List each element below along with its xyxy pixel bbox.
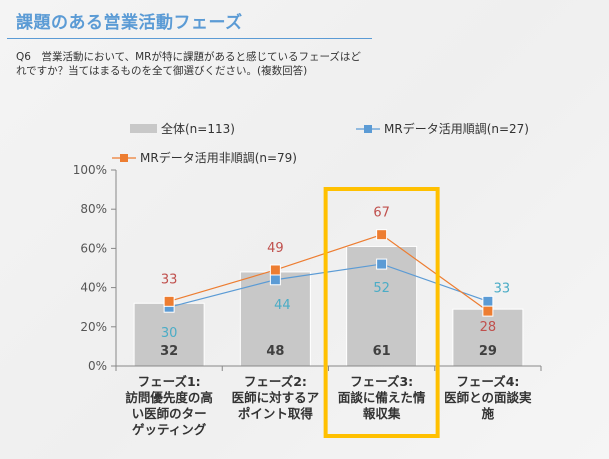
question-text: Q6 営業活動において、MRが特に課題があると感じているフェーズはどれですか？当… bbox=[16, 51, 361, 77]
series-line-good bbox=[168, 263, 489, 308]
y-tick-label: 0% bbox=[88, 359, 107, 373]
category-label: 訪問優先度の高 bbox=[125, 390, 213, 405]
category-label: フェーズ3: bbox=[350, 374, 413, 389]
good-value-label: 30 bbox=[161, 326, 178, 341]
category-label: 施 bbox=[482, 406, 495, 421]
legend-marker-good bbox=[364, 125, 372, 133]
category-label: フェーズ1: bbox=[138, 374, 201, 389]
legend-label-total: 全体(n=113) bbox=[161, 121, 235, 136]
category-label: 医師との面談実 bbox=[444, 390, 532, 405]
legend-label-bad: MRデータ活用非順調(n=79) bbox=[140, 150, 297, 165]
series-marker bbox=[376, 229, 388, 241]
good-value-label: 33 bbox=[494, 281, 511, 296]
series-marker bbox=[163, 295, 175, 307]
bad-value-label: 49 bbox=[267, 241, 284, 256]
category-label: 医師に対するア bbox=[232, 390, 320, 405]
y-tick-label: 40% bbox=[80, 281, 107, 295]
legend-marker-bad bbox=[120, 154, 128, 162]
series-marker bbox=[482, 295, 494, 307]
page-title: 課題のある営業活動フェーズ bbox=[16, 13, 243, 33]
y-tick-label: 100% bbox=[73, 163, 107, 177]
bar bbox=[452, 308, 524, 367]
bad-value-label: 33 bbox=[161, 272, 178, 287]
category-label: ポイント取得 bbox=[238, 406, 314, 421]
series-marker bbox=[482, 305, 494, 317]
bar-value-label: 48 bbox=[266, 344, 284, 359]
y-tick-label: 60% bbox=[80, 241, 107, 255]
category-label: 報収集 bbox=[363, 406, 401, 421]
good-value-label: 52 bbox=[373, 281, 390, 296]
good-value-label: 44 bbox=[274, 298, 291, 313]
category-label: ゲッティング bbox=[132, 422, 207, 437]
category-label: い医師のター bbox=[132, 406, 207, 421]
series-marker bbox=[376, 258, 388, 270]
y-tick-label: 80% bbox=[80, 202, 107, 216]
series-marker bbox=[269, 264, 281, 276]
series-marker bbox=[269, 274, 281, 286]
bad-value-label: 28 bbox=[480, 320, 497, 335]
title-divider bbox=[7, 38, 372, 39]
bar-value-label: 29 bbox=[479, 344, 497, 359]
bad-value-label: 67 bbox=[373, 206, 390, 221]
y-tick-label: 20% bbox=[80, 320, 107, 334]
bar-value-label: 32 bbox=[160, 344, 178, 359]
legend-label-good: MRデータ活用順調(n=27) bbox=[384, 121, 529, 136]
highlight-box bbox=[323, 187, 440, 438]
bar bbox=[133, 302, 205, 367]
category-label: フェーズ4: bbox=[456, 374, 519, 389]
bar-value-label: 61 bbox=[373, 344, 391, 359]
legend-bar-swatch bbox=[130, 124, 157, 133]
category-label: 面談に備えた情 bbox=[338, 390, 426, 405]
series-line-bad bbox=[168, 234, 489, 312]
category-label: フェーズ2: bbox=[244, 374, 307, 389]
